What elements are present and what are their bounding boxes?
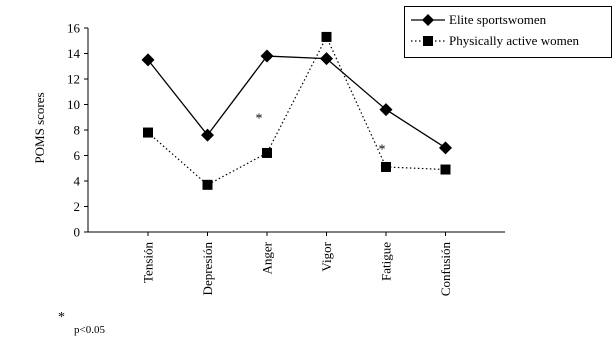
point-square xyxy=(262,147,272,158)
y-tick-label: 16 xyxy=(67,21,81,36)
legend-label-active: Physically active women xyxy=(449,33,579,48)
x-tick-label: Tensión xyxy=(141,242,156,283)
point-square xyxy=(202,179,213,190)
legend: Elite sportswomen Physically active wome… xyxy=(404,6,612,58)
y-axis-label: POMS scores xyxy=(32,92,47,163)
significance-asterisk: * xyxy=(379,142,386,157)
legend-item-elite: Elite sportswomen xyxy=(411,10,546,30)
y-tick-label: 10 xyxy=(67,97,80,112)
y-tick-label: 8 xyxy=(74,123,81,138)
diamond-marker-icon xyxy=(411,14,445,26)
point-diamond xyxy=(320,52,333,66)
point-diamond xyxy=(379,103,393,117)
x-tick-label: Vigor xyxy=(319,241,334,271)
legend-item-active: Physically active women xyxy=(411,31,579,51)
x-tick-label: Anger xyxy=(260,241,275,274)
footnote-text: p<0.05 xyxy=(74,324,105,336)
y-tick-label: 6 xyxy=(74,148,81,163)
chart-axes: 0 2 4 6 8 10 12 14 16 Tensión Depresión Anger Vigor F… xyxy=(67,21,505,297)
point-diamond xyxy=(260,49,274,63)
point-square xyxy=(321,31,332,42)
y-tick-label: 2 xyxy=(74,199,81,214)
series-line-0 xyxy=(147,55,446,149)
point-square xyxy=(381,161,391,172)
footnote-symbol: * xyxy=(58,310,65,325)
chart-series xyxy=(141,31,452,190)
square-marker-icon xyxy=(411,36,445,46)
y-tick-label: 4 xyxy=(74,174,81,189)
chart-annotations: ** xyxy=(256,112,386,158)
point-diamond xyxy=(141,53,155,67)
y-tick-label: 0 xyxy=(74,225,81,240)
y-tick-label: 14 xyxy=(67,46,81,61)
significance-asterisk: * xyxy=(256,112,263,127)
x-tick-label: Fatigue xyxy=(379,242,394,281)
point-square xyxy=(143,127,153,138)
x-tick-label: Depresión xyxy=(200,242,215,296)
x-tick-label: Confusión xyxy=(438,242,453,297)
legend-label-elite: Elite sportswomen xyxy=(449,12,547,27)
point-diamond xyxy=(201,128,214,142)
point-diamond xyxy=(439,141,452,155)
point-square xyxy=(440,164,451,175)
series-line-1 xyxy=(147,35,446,186)
y-tick-label: 12 xyxy=(67,72,80,87)
